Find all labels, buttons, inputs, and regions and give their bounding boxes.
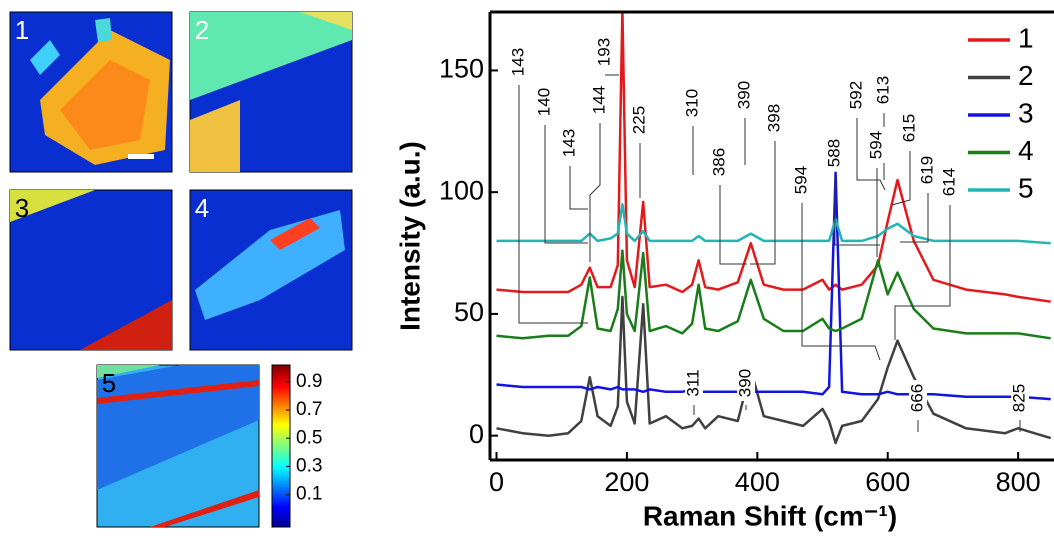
colorbar (271, 364, 291, 528)
annotation-bg (631, 102, 649, 138)
legend-label: 1 (1018, 22, 1034, 53)
annotation-bg (848, 77, 866, 113)
legend-label: 4 (1018, 135, 1034, 166)
y-tick-label: 150 (439, 54, 484, 84)
panel-3 (9, 189, 173, 351)
series-line (496, 249, 1051, 340)
leader-line (569, 166, 588, 210)
leader-line (518, 85, 588, 324)
panel-5 (96, 364, 260, 528)
peak-label: 592 (846, 81, 865, 109)
annotation-bg (793, 162, 811, 198)
x-axis-label: Raman Shift (cm⁻¹) (643, 500, 897, 531)
plot-area (496, 12, 1052, 445)
leader-line (801, 203, 881, 361)
leader-line (856, 118, 886, 191)
x-tick-label: 600 (865, 467, 910, 497)
legend-label: 2 (1018, 60, 1034, 91)
panel-label: 4 (195, 193, 209, 223)
peak-label: 398 (764, 104, 783, 132)
y-tick-label: 0 (469, 419, 484, 449)
panel-label: 2 (195, 15, 209, 45)
annotation-bg (1011, 380, 1029, 416)
legend-label: 3 (1018, 97, 1034, 128)
leader-line (750, 141, 776, 265)
leader-line (719, 185, 747, 265)
annotation-bg (919, 152, 937, 188)
panel-labels: 1 2 3 4 5 0.9 0.7 0.5 0.3 0.1 (15, 15, 323, 505)
leader-line (834, 176, 880, 246)
peak-label: 143 (508, 48, 527, 76)
leader-line (544, 125, 588, 244)
peak-label: 825 (1009, 384, 1028, 412)
annotation-bg (561, 125, 579, 161)
annotation-bg (868, 127, 886, 163)
colorbar-tick-label: 0.1 (296, 484, 322, 505)
leader-line (589, 123, 601, 262)
peak-label: 225 (629, 106, 648, 134)
x-tick-label: 800 (996, 467, 1041, 497)
annotation-bg (596, 34, 614, 70)
series-line (496, 203, 1051, 245)
annotation-bg (875, 72, 893, 108)
annotation-bg (941, 164, 959, 200)
annotation-bg (737, 365, 755, 401)
colorbar-tick-label: 0.5 (296, 427, 322, 448)
series-line (496, 295, 1052, 445)
annotation-bg (909, 380, 927, 416)
panel-4 (189, 189, 353, 351)
peak-label: 310 (682, 89, 701, 117)
y-axis-label: Intensity (a.u.) (394, 141, 425, 331)
panel-label: 3 (15, 193, 29, 223)
peak-label: 666 (907, 384, 926, 412)
peak-label: 390 (735, 369, 754, 397)
annotation-bg (684, 85, 702, 121)
y-tick-label: 100 (439, 175, 484, 205)
peak-label: 615 (899, 114, 918, 142)
colorbar-tick-label: 0.3 (296, 455, 322, 476)
annotation-bg (510, 44, 528, 80)
peak-label: 613 (873, 76, 892, 104)
x-tick-label: 200 (604, 467, 649, 497)
colorbar-tick-label: 0.7 (296, 399, 322, 420)
peak-label: 193 (594, 38, 613, 66)
annotation-bg (826, 135, 844, 171)
peak-label: 143 (559, 129, 578, 157)
legend-label: 5 (1018, 172, 1034, 203)
peak-label: 594 (791, 166, 810, 194)
annotation-bg (901, 110, 919, 146)
panel-label: 1 (15, 15, 29, 45)
leader-line (891, 151, 911, 206)
x-tick-label: 0 (489, 467, 504, 497)
colorbar-tick-label: 0.9 (296, 371, 322, 392)
peak-label: 588 (824, 139, 843, 167)
leader-line (900, 193, 929, 243)
series-line (496, 171, 1051, 401)
peak-label: 140 (534, 88, 553, 116)
peak-label: 386 (709, 148, 728, 176)
annotation-bg (736, 77, 754, 113)
overlay: 0 50 100 150 0 200 400 600 800 1 2 3 4 5 143 140 143 144 1… (439, 10, 1054, 497)
panel-1 (9, 11, 173, 173)
panel-label: 5 (102, 368, 116, 398)
peak-label: 390 (734, 81, 753, 109)
peak-label: 144 (589, 86, 608, 114)
panel-2 (189, 11, 353, 173)
annotation-bg (685, 365, 703, 401)
peak-label: 619 (917, 156, 936, 184)
annotation-bg (536, 84, 554, 120)
series-line (496, 12, 1051, 303)
y-tick-label: 50 (454, 297, 484, 327)
annotation-bg (591, 82, 609, 118)
annotation-bg (711, 144, 729, 180)
peak-label: 594 (866, 131, 885, 159)
peak-label: 614 (939, 168, 958, 196)
annotation-bg (766, 100, 784, 136)
x-tick-label: 400 (735, 467, 780, 497)
peak-label: 311 (683, 369, 702, 396)
leader-line (894, 205, 951, 340)
